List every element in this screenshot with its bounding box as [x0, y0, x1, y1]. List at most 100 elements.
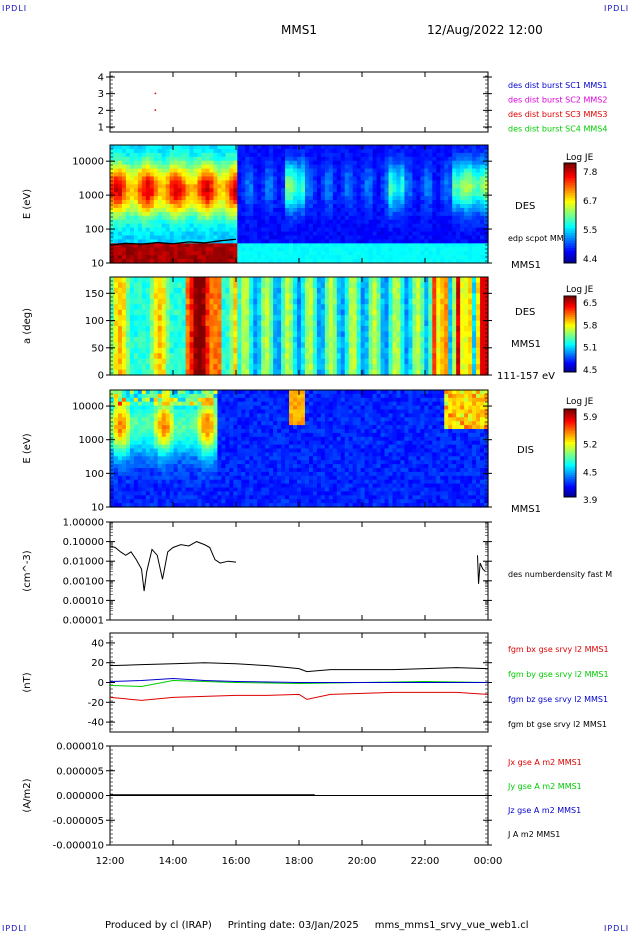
spectrogram-cell: [129, 326, 135, 333]
spectrogram-cell: [297, 315, 302, 322]
spectrogram-cell: [388, 287, 394, 294]
spectrogram-cell: [364, 207, 370, 213]
spectrogram-cell: [241, 247, 246, 252]
spectrogram-cell: [416, 347, 421, 354]
spectrogram-cell: [412, 304, 417, 311]
spectrogram-cell: [201, 219, 207, 225]
spectrogram-cell: [113, 409, 119, 414]
spectrogram-cell: [464, 223, 469, 229]
spectrogram-cell: [360, 326, 366, 333]
spectrogram-cell: [209, 223, 215, 229]
spectrogram-cell: [376, 259, 382, 264]
spectrogram-cell: [372, 347, 378, 354]
spectrogram-cell: [241, 251, 246, 256]
spectrogram-cell: [324, 184, 330, 189]
spectrogram-cell: [392, 204, 398, 209]
spectrogram-cell: [464, 336, 469, 343]
spectrogram-cell: [273, 145, 278, 150]
spectrogram-cell: [392, 192, 398, 197]
spectrogram-cell: [484, 231, 489, 237]
spectrogram-cell: [416, 207, 421, 213]
spectrogram-cell: [149, 243, 155, 248]
spectrogram-cell: [388, 251, 394, 256]
spectrogram-cell: [173, 180, 179, 185]
spectrogram-cell: [476, 277, 481, 284]
spectrogram-cell: [352, 287, 358, 294]
spectrogram-cell: [348, 287, 354, 294]
spectrogram-cell: [332, 304, 338, 311]
spectrogram-cell: [312, 247, 318, 252]
spectrogram-cell: [388, 309, 394, 316]
spectrogram-cell: [376, 309, 382, 316]
spectrogram-cell: [444, 293, 449, 300]
spectrogram-cell: [149, 180, 155, 185]
spectrogram-cell: [289, 156, 294, 162]
spectrogram-cell: [285, 277, 290, 284]
spectrogram-cell: [352, 239, 358, 244]
spectrogram-cell: [245, 287, 250, 294]
spectrogram-cell: [233, 331, 238, 338]
spectrogram-cell: [456, 364, 461, 371]
spectrogram-cell: [257, 192, 262, 197]
spectrogram-cell: [209, 277, 215, 284]
spectrogram-cell: [261, 259, 266, 264]
spectrogram-cell: [205, 227, 211, 233]
spectrogram-cell: [110, 282, 115, 289]
spectrogram-cell: [448, 277, 453, 284]
spectrogram-cell: [121, 390, 127, 395]
spectrogram-cell: [412, 255, 417, 260]
spectrogram-cell: [412, 196, 417, 201]
spectrogram-cell: [185, 219, 191, 225]
colorbar-cell: [564, 364, 576, 367]
spectrogram-cell: [376, 215, 382, 221]
spectrogram-cell: [388, 172, 394, 178]
spectrogram-cell: [217, 293, 223, 300]
spectrogram-cell: [372, 219, 378, 225]
spectrogram-cell: [428, 200, 433, 205]
spectrogram-cell: [432, 326, 437, 333]
spectrogram-cell: [269, 364, 274, 371]
spectrogram-cell: [241, 176, 246, 181]
spectrogram-cell: [173, 287, 179, 294]
spectrogram-cell: [117, 483, 123, 489]
spectrogram-cell: [121, 196, 127, 201]
spectrogram-cell: [233, 160, 238, 166]
spectrogram-cell: [297, 243, 302, 248]
spectrogram-cell: [388, 192, 394, 197]
spectrogram-cell: [356, 239, 362, 244]
spectrogram-cell: [480, 156, 485, 162]
spectrogram-cell: [157, 168, 163, 174]
spectrogram-cell: [197, 152, 203, 158]
spectrogram-cell: [221, 160, 226, 166]
spectrogram-cell: [388, 156, 394, 162]
spectrogram-cell: [356, 184, 362, 189]
spectrogram-cell: [348, 255, 354, 260]
spectrogram-cell: [277, 223, 282, 229]
spectrogram-cell: [209, 364, 215, 371]
spectrogram-cell: [185, 180, 191, 185]
spectrogram-cell: [484, 353, 489, 360]
spectrogram-cell: [297, 168, 302, 174]
spectrogram-cell: [110, 369, 115, 376]
spectrogram-cell: [161, 204, 167, 209]
spectrogram-cell: [273, 156, 278, 162]
spectrogram-cell: [289, 243, 294, 248]
spectrogram-cell: [396, 227, 402, 233]
spectrogram-cell: [113, 421, 119, 426]
spectrogram-cell: [217, 235, 223, 240]
spectrogram-cell: [249, 172, 254, 178]
spectrogram-cell: [428, 331, 433, 338]
spectrogram-cell: [205, 223, 211, 229]
spectrogram-cell: [348, 331, 354, 338]
spectrogram-cell: [392, 251, 398, 256]
spectrogram-cell: [125, 188, 131, 193]
spectrogram-cell: [125, 304, 131, 311]
spectrogram-cell: [201, 172, 207, 178]
spectrogram-cell: [416, 259, 421, 264]
spectrogram-cell: [436, 200, 441, 205]
des-energy-overlay-label: edp scpot MMS1: [508, 234, 574, 243]
datetime-title: 12/Aug/2022 12:00: [427, 23, 543, 37]
spectrogram-cell: [316, 196, 322, 201]
spectrogram-cell: [137, 282, 143, 289]
spectrogram-cell: [312, 204, 318, 209]
